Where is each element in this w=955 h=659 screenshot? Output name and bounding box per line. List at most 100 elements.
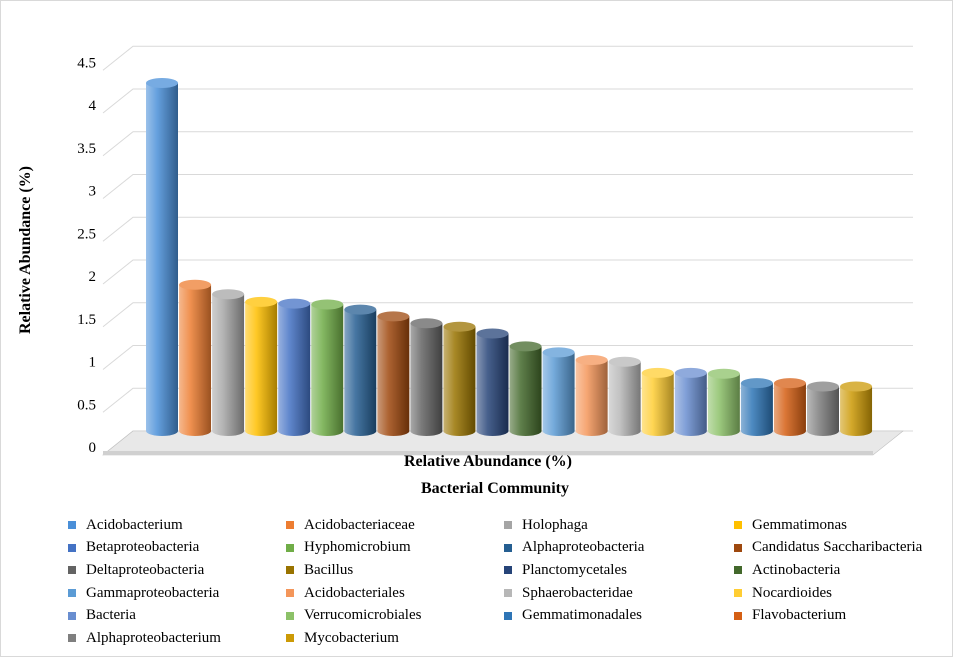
bar-body [410,323,443,437]
bar-body [542,352,575,437]
bar-body [674,372,707,437]
bar-top [740,378,773,389]
legend-label: Deltaproteobacteria [86,561,205,578]
legend-label: Gammaproteobacteria [86,584,220,601]
bar-body [773,383,806,437]
bar-bacteria [674,367,707,437]
legend-swatch [286,589,294,598]
legend-swatch [68,589,76,598]
legend-label: Alphaproteobacterium [86,629,221,646]
legend-label: Actinobacteria [752,561,841,578]
legend-label: Planctomycetales [522,561,627,578]
legend-item: Acidobacterium [68,514,286,537]
bar-body [608,361,641,437]
y-tick-label: 2 [89,269,97,285]
legend-item: Alphaproteobacteria [504,537,734,560]
legend-item: Actinobacteria [734,559,948,582]
bar-top [311,299,344,310]
y-tick-label: 4 [89,98,97,114]
bar-top [476,328,509,339]
bar-top [245,296,278,307]
y-tick-label: 1 [89,355,97,371]
legend-item: Deltaproteobacteria [68,559,286,582]
y-axis-ticks: 0 0.5 1 1.5 2 2.5 3 3.5 4 4.5 [77,55,96,456]
legend-label: Alphaproteobacteria [522,539,645,556]
bar-top [542,347,575,358]
legend-swatch [68,543,76,552]
legend-item: Gemmatimonadales [504,604,734,627]
y-tick-label: 3 [89,184,97,200]
bar-top [278,298,311,309]
legend-swatch [68,521,76,530]
bar-alphaproteobacterium [807,381,839,436]
legend-item: Bacillus [286,559,504,582]
legend-label: Gemmatimonadales [522,607,642,624]
bar-body [212,294,245,437]
legend-swatch [504,566,512,575]
y-tick-label: 3.5 [77,141,96,157]
bar-top [674,367,707,378]
bar-sphaerobacteridae [608,356,641,437]
floor-edge [103,451,873,455]
legend-label: Nocardioides [752,584,832,601]
legend-item: Gammaproteobacteria [68,582,286,605]
bar-top [410,318,443,329]
bar-top [707,368,740,379]
legend-label: Verrucomicrobiales [304,607,422,624]
bar-top [344,304,377,315]
legend-label: Acidobacterium [86,516,183,533]
legend-label: Flavobacterium [752,607,847,624]
x-axis-subtitle: Bacterial Community [421,480,569,497]
gridline [102,131,913,157]
y-tick-label: 1.5 [77,312,96,328]
legend-swatch [734,611,742,620]
gridline [102,45,913,71]
bar-holophaga [212,289,245,437]
bar-planctomycetales [476,328,509,437]
bar-candidatus-saccharibacteria [377,311,410,437]
bar-betaproteobacteria [278,298,311,437]
bar-deltaproteobacteria [410,318,443,437]
legend-label: Sphaerobacteridae [522,584,633,601]
legend-swatch [504,521,512,530]
legend-item: Holophaga [504,514,734,537]
bar-top [641,367,674,378]
legend-item: Flavobacterium [734,604,948,627]
legend-item: Candidatus Saccharibacteria [734,537,948,560]
legend-swatch [734,543,742,552]
bar-body [840,386,873,437]
legend-swatch [68,566,76,575]
x-axis-title: Relative Abundance (%) [404,453,572,470]
legend-item: Planctomycetales [504,559,734,582]
legend-item: Hyphomicrobium [286,537,504,560]
bar-gemmatimonadales [740,378,773,437]
legend-swatch [504,589,512,598]
gridline [102,174,913,199]
legend-label: Bacteria [86,607,136,624]
bar-body [311,304,344,437]
legend-swatch [734,589,742,598]
legend-swatch [734,566,742,575]
bars [146,78,873,437]
legend-label: Betaproteobacteria [86,539,200,556]
bar-body [707,373,740,437]
legend-item: Betaproteobacteria [68,537,286,560]
bar-acidobacterium [146,78,178,436]
legend-label: Holophaga [522,516,588,533]
legend-item: Alphaproteobacterium [68,627,286,650]
bar-body [740,383,773,437]
legend-item: Acidobacteriaceae [286,514,504,537]
bar-body [575,360,608,437]
legend-item: Nocardioides [734,582,948,605]
bar-top [575,355,608,366]
legend-label: Acidobacteriales [304,584,405,601]
bar-top [608,356,641,367]
legend-swatch [286,634,294,643]
legend-swatch [286,566,294,575]
bar-top [773,378,806,389]
bar-acidobacteriaceae [179,279,212,437]
legend-swatch [286,521,294,530]
bar-top [807,381,839,392]
legend-label: Hyphomicrobium [304,539,411,556]
